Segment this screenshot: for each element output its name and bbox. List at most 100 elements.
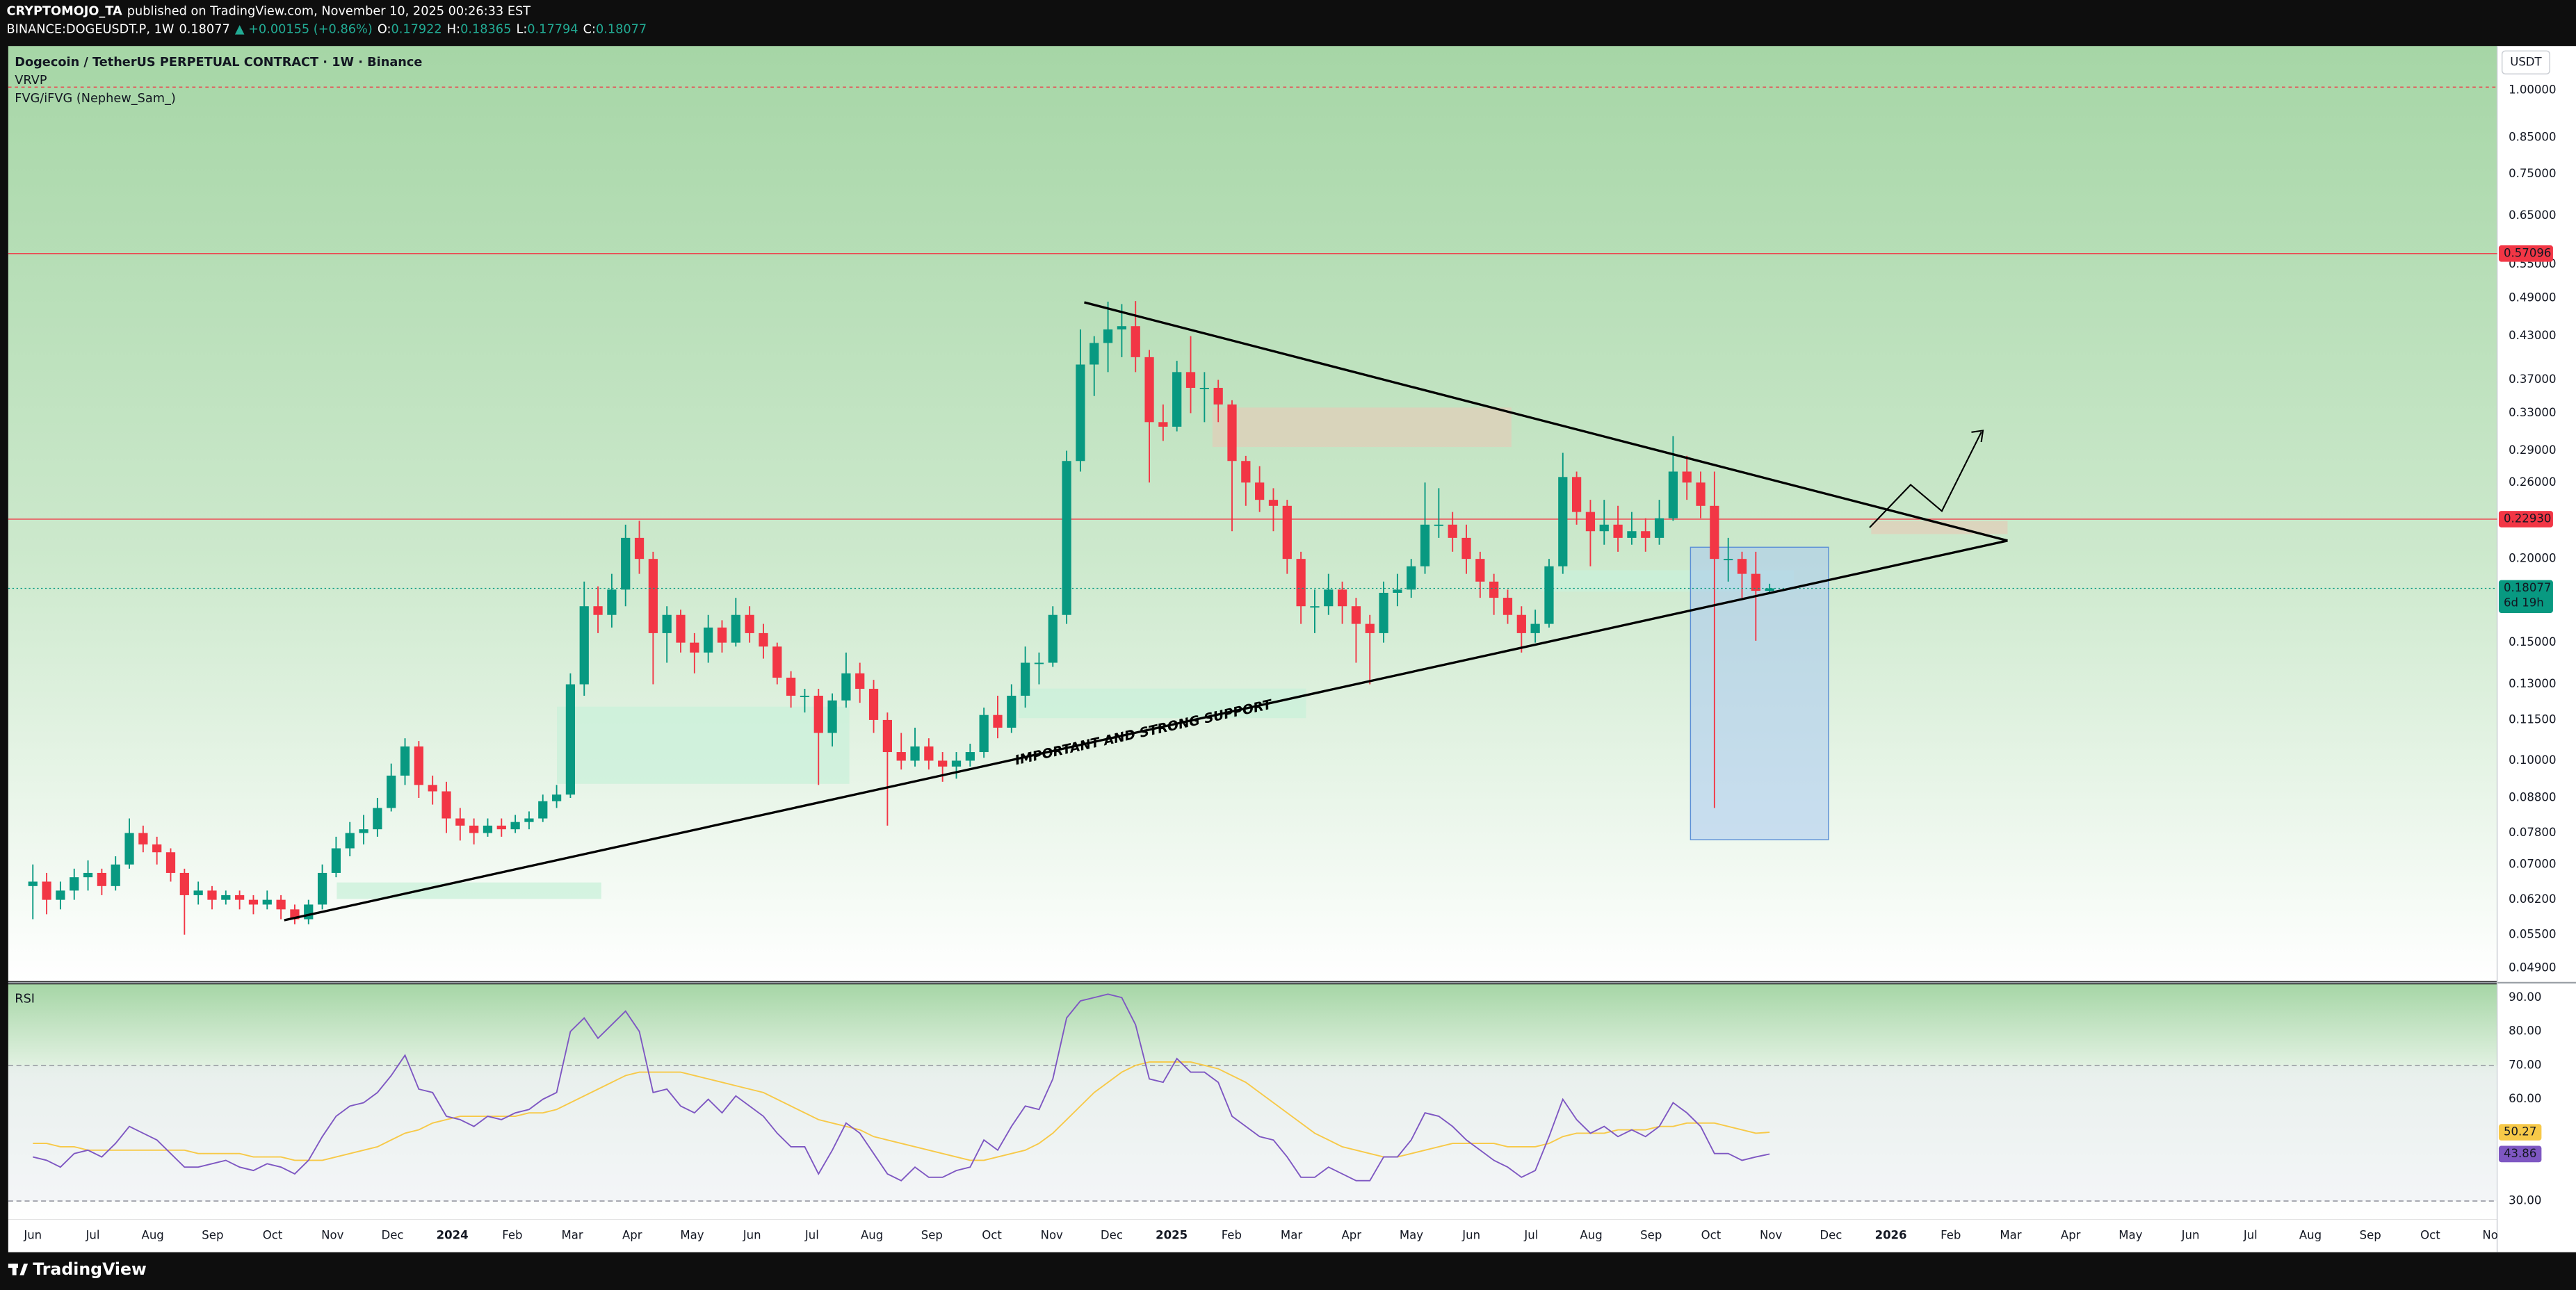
candle-body [593, 606, 603, 615]
candle-body [1158, 422, 1168, 427]
arrow-head [1971, 430, 1984, 443]
x-tick-label: Jul [1523, 1228, 1538, 1241]
candle-body [496, 825, 506, 830]
candle-body [455, 818, 465, 826]
candle-body [276, 899, 286, 910]
y-tick-label: 0.08800 [2509, 790, 2556, 803]
y-tick-label: 0.20000 [2509, 552, 2556, 565]
y-tick-label: 0.10000 [2509, 753, 2556, 767]
y-tick-label: 0.15000 [2509, 635, 2556, 648]
candle-body [924, 746, 934, 761]
x-tick-label: Oct [263, 1228, 283, 1241]
candle-body [634, 537, 645, 560]
candle-body [1516, 614, 1526, 633]
resistance-line [1084, 301, 2008, 542]
chart-title: Dogecoin / TetherUS PERPETUAL CONTRACT ·… [15, 56, 422, 70]
candle-body [1724, 559, 1733, 561]
candle-body [690, 642, 699, 653]
y-tick-label: 0.05500 [2509, 927, 2556, 940]
x-tick-label: Mar [2000, 1228, 2021, 1241]
candle-body [262, 899, 272, 905]
ohlc-value: 0.18077 [596, 23, 647, 37]
candle-body [28, 881, 38, 886]
candle-body [1393, 589, 1402, 593]
header-line: CRYPTOMOJO_TA published on TradingView.co… [6, 5, 530, 19]
y-tick-label: 0.26000 [2509, 475, 2556, 489]
x-tick-label: 2026 [1875, 1228, 1907, 1241]
candle-body [1627, 531, 1637, 538]
x-tick-label: Apr [1341, 1228, 1361, 1241]
candle-body [855, 673, 865, 689]
candle-body [607, 589, 617, 615]
rsi-line [33, 1061, 1770, 1161]
candle-body [979, 715, 989, 753]
y-tick-label: 0.07800 [2509, 826, 2556, 839]
projection-arrow [1869, 432, 1982, 528]
candle-body [1668, 471, 1678, 519]
candle-body [1654, 518, 1664, 538]
ohlc-value: 0.17922 [391, 23, 442, 37]
x-tick-label: Feb [1941, 1228, 1961, 1241]
last-price-label: 0.18077 [2504, 581, 2551, 594]
candle-body [882, 719, 892, 753]
candle-body [70, 877, 79, 891]
countdown: 6d 19h [2504, 596, 2544, 609]
candle-body [1448, 524, 1457, 538]
x-tick-label: Oct [982, 1228, 1002, 1241]
y-tick-label: 1.00000 [2509, 83, 2556, 97]
candle-body [1172, 372, 1182, 427]
candle-body [400, 746, 410, 776]
candle-body [965, 752, 975, 761]
candle-body [221, 895, 231, 900]
candle-body [1489, 581, 1499, 598]
candle-body [304, 904, 314, 920]
candle-body [42, 881, 51, 900]
candle-body [1227, 404, 1237, 462]
x-tick-label: Oct [2420, 1228, 2440, 1241]
candle-body [345, 833, 355, 849]
candle-body [938, 760, 948, 767]
x-tick-label: Feb [502, 1228, 522, 1241]
logo: TradingView [8, 1259, 147, 1279]
y-tick-label: 0.11500 [2509, 712, 2556, 726]
author: CRYPTOMOJO_TA [6, 5, 122, 19]
candle-body [1062, 461, 1071, 615]
x-tick-label: Apr [2061, 1228, 2081, 1241]
change: ▲ +0.00155 (+0.86%) [235, 23, 373, 37]
candle-body [1337, 589, 1347, 607]
symbol-line: BINANCE:DOGEUSDT.P, 1W 0.18077 ▲ +0.00155 … [6, 23, 647, 37]
currency[interactable]: USDT [2510, 55, 2542, 68]
candle-body [662, 614, 672, 633]
currency-button[interactable] [2501, 50, 2550, 75]
candle-body [993, 715, 1003, 728]
candle-body [1613, 524, 1623, 538]
ifvg-zone [1212, 407, 1512, 448]
candle-body [97, 872, 106, 886]
ohlc-value: 0.17794 [527, 23, 578, 37]
x-tick-label: Mar [1281, 1228, 1302, 1241]
candle-body [1379, 592, 1388, 633]
candle-body [1571, 477, 1582, 512]
x-tick-label: 2025 [1156, 1228, 1188, 1241]
candle-body [565, 684, 576, 795]
candle-body [1420, 524, 1430, 566]
logo-mark [12, 1264, 17, 1275]
x-tick-label: Nov [321, 1228, 343, 1241]
candle-body [510, 822, 520, 830]
candle-body [1034, 662, 1044, 664]
candle-body [317, 872, 327, 905]
candle-body [1365, 623, 1375, 633]
candle-body [551, 794, 562, 801]
fvg-zone [557, 706, 850, 784]
x-tick-label: Aug [1580, 1228, 1602, 1241]
price-badge [2498, 245, 2553, 262]
price-badge-label: 0.22930 [2504, 512, 2551, 525]
candle-body [483, 825, 493, 833]
rsi-badge-label: 50.27 [2504, 1125, 2536, 1138]
candle-body [56, 890, 65, 900]
x-tick-label: Feb [1222, 1228, 1242, 1241]
candle-body [1475, 559, 1485, 582]
candle-body [1048, 614, 1058, 663]
candle-body [1144, 357, 1154, 423]
